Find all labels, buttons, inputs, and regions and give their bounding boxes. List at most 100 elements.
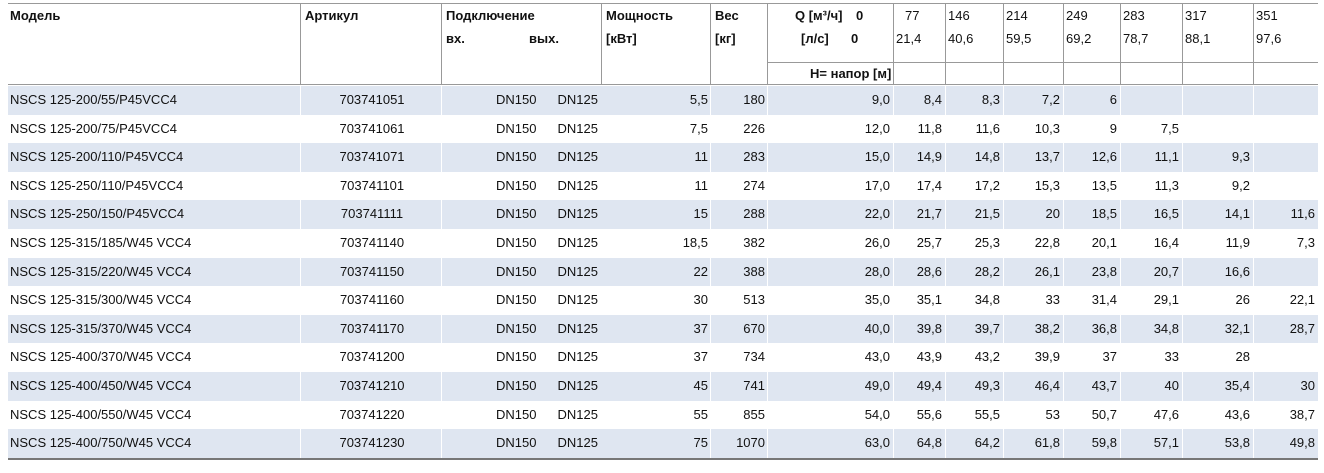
cell-power: 7,5 [689, 120, 708, 136]
cell-gap [441, 200, 442, 229]
table-row [8, 314, 1318, 344]
cell-power: 30 [693, 292, 708, 308]
cell-gap [1182, 372, 1183, 401]
cell-head: 55,5 [974, 406, 1000, 422]
header-bottom [8, 84, 1318, 85]
cell-weight: 274 [743, 177, 765, 193]
cell-head: 26,1 [1034, 263, 1060, 279]
cell-head: 40,0 [864, 320, 890, 336]
cell-gap [1182, 257, 1183, 287]
header-flow-ls: 97,6 [1256, 31, 1282, 46]
cell-article: 703741051 [339, 92, 405, 107]
header-divider [945, 3, 946, 84]
cell-gap [945, 86, 946, 115]
header-flow-m3h: 77 [905, 8, 920, 23]
table-row [8, 229, 1318, 258]
cell-inlet: DN150 [496, 378, 537, 393]
cell-gap [1182, 314, 1183, 344]
header-outlet: вых. [529, 31, 559, 46]
cell-head: 35,4 [1224, 378, 1250, 393]
cell-inlet: DN150 [496, 435, 537, 451]
cell-weight: 283 [743, 149, 765, 165]
cell-head: 49,4 [916, 378, 942, 393]
cell-inlet: DN150 [496, 177, 537, 193]
cell-head: 13,5 [1091, 177, 1117, 193]
cell-gap [300, 314, 301, 344]
header-subline [767, 62, 1318, 63]
cell-head: 8,3 [981, 92, 1000, 107]
cell-head: 25,7 [916, 235, 942, 250]
cell-gap [1253, 372, 1254, 401]
cell-gap [1253, 257, 1254, 287]
cell-gap [1003, 86, 1004, 115]
header-flow-m3h: 317 [1185, 8, 1207, 23]
cell-power: 55 [693, 406, 708, 422]
cell-gap [1063, 143, 1064, 172]
cell-head: 53 [1045, 406, 1060, 422]
cell-power: 5,5 [689, 92, 708, 107]
cell-inlet: DN150 [496, 120, 537, 136]
cell-inlet: DN150 [496, 320, 537, 336]
table-row [8, 400, 1318, 430]
cell-head: 55,6 [916, 406, 942, 422]
cell-head: 64,8 [916, 435, 942, 451]
cell-weight: 180 [743, 92, 765, 107]
cell-model: NSCS 125-400/370/W45 VCC4 [10, 349, 192, 365]
cell-gap [767, 257, 768, 287]
table-row [8, 143, 1318, 172]
cell-gap [1063, 372, 1064, 401]
cell-gap [710, 314, 711, 344]
cell-model: NSCS 125-315/185/W45 VCC4 [10, 235, 192, 250]
cell-head: 57,1 [1153, 435, 1179, 451]
cell-gap [441, 257, 442, 287]
cell-outlet: DN125 [557, 149, 598, 165]
cell-head: 9,0 [871, 92, 890, 107]
cell-model: NSCS 125-315/220/W45 VCC4 [10, 263, 192, 279]
cell-model: NSCS 125-315/300/W45 VCC4 [10, 292, 192, 308]
cell-head: 14,9 [916, 149, 942, 165]
cell-gap [710, 143, 711, 172]
cell-head: 15,0 [864, 149, 890, 165]
cell-power: 11 [694, 149, 709, 165]
cell-head: 47,6 [1153, 406, 1179, 422]
cell-head: 49,3 [974, 378, 1000, 393]
cell-weight: 734 [743, 349, 765, 365]
cell-gap [767, 200, 768, 229]
cell-gap [767, 372, 768, 401]
cell-gap [1003, 200, 1004, 229]
cell-model: NSCS 125-400/450/W45 VCC4 [10, 378, 192, 393]
cell-gap [1003, 257, 1004, 287]
cell-power: 11 [694, 177, 709, 193]
table-row [8, 429, 1318, 458]
header-divider [1003, 3, 1004, 84]
cell-gap [710, 200, 711, 229]
cell-head: 17,4 [916, 177, 942, 193]
header-flow-m3h: 283 [1123, 8, 1145, 23]
header-flow-m3h: 214 [1006, 8, 1028, 23]
cell-power: 45 [693, 378, 708, 393]
table-row [8, 86, 1318, 115]
cell-head: 22,8 [1034, 235, 1060, 250]
cell-head: 16,4 [1153, 235, 1179, 250]
cell-gap [767, 429, 768, 458]
header-flow-ls: 88,1 [1185, 31, 1211, 46]
cell-gap [945, 429, 946, 458]
cell-outlet: DN125 [557, 92, 598, 107]
header-power-unit: [кВт] [606, 31, 637, 46]
cell-gap [1120, 143, 1121, 172]
cell-gap [441, 429, 442, 458]
cell-head: 40 [1164, 378, 1179, 393]
cell-head: 46,4 [1034, 378, 1060, 393]
cell-head: 43,9 [916, 349, 942, 365]
table-row [8, 114, 1318, 144]
cell-head: 28,0 [864, 263, 890, 279]
cell-head: 21,7 [916, 206, 942, 222]
cell-head: 39,9 [1034, 349, 1060, 365]
header-flow-m3h: 0 [856, 8, 864, 23]
cell-gap [1063, 257, 1064, 287]
cell-head: 22,1 [1289, 292, 1315, 308]
cell-article: 703741140 [339, 235, 405, 250]
cell-head: 14,1 [1224, 206, 1250, 222]
cell-power: 37 [693, 320, 708, 336]
cell-article: 703741061 [339, 120, 405, 136]
